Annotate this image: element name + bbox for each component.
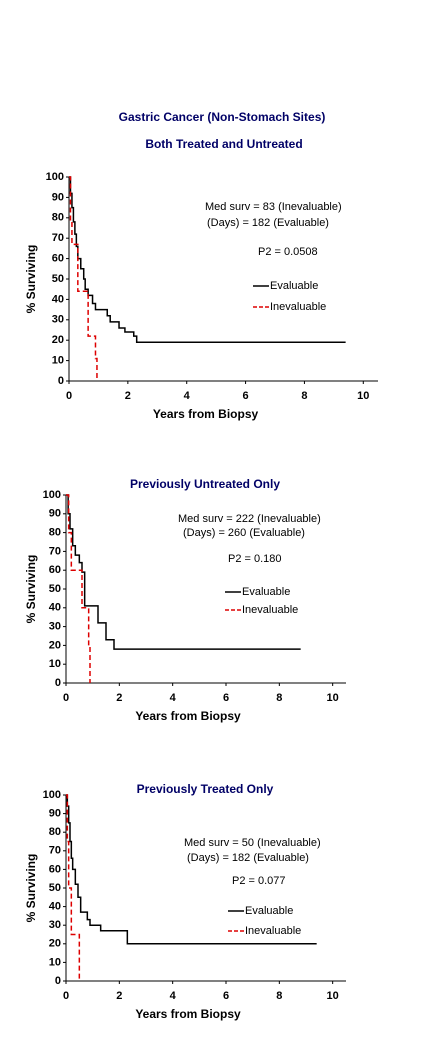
- annotation: (Days) = 182 (Evaluable): [207, 217, 329, 229]
- y-tick-label: 50: [49, 583, 61, 595]
- y-axis-label: % Surviving: [24, 245, 38, 314]
- y-tick-label: 80: [49, 527, 61, 539]
- x-tick-label: 2: [125, 390, 131, 402]
- annotation: P2 = 0.077: [232, 875, 286, 887]
- legend-label: Evaluable: [270, 280, 318, 292]
- y-tick-label: 60: [49, 863, 61, 875]
- y-tick-label: 100: [43, 489, 61, 501]
- y-tick-label: 80: [52, 212, 64, 224]
- y-axis-label: % Surviving: [24, 555, 38, 624]
- y-tick-label: 30: [49, 621, 61, 633]
- x-tick-label: 10: [327, 692, 339, 704]
- annotation: (Days) = 182 (Evaluable): [187, 852, 309, 864]
- y-tick-label: 90: [49, 508, 61, 520]
- y-tick-label: 90: [49, 808, 61, 820]
- annotation: (Days) = 260 (Evaluable): [183, 527, 305, 539]
- x-tick-label: 6: [223, 692, 229, 704]
- x-tick-label: 8: [276, 990, 282, 1002]
- x-tick-label: 0: [66, 390, 72, 402]
- survival-curve: [66, 494, 301, 650]
- x-tick-label: 4: [170, 692, 177, 704]
- y-tick-label: 70: [52, 232, 64, 244]
- annotation: P2 = 0.180: [228, 553, 282, 565]
- legend-label: Inevaluable: [245, 925, 301, 937]
- y-tick-label: 20: [49, 639, 61, 651]
- chart-title: Previously Treated Only: [137, 782, 274, 796]
- x-tick-label: 2: [116, 990, 122, 1002]
- legend-label: Inevaluable: [270, 301, 326, 313]
- annotation: Med surv = 83 (Inevaluable): [205, 201, 342, 213]
- y-tick-label: 40: [49, 602, 61, 614]
- y-tick-label: 0: [55, 975, 61, 987]
- x-tick-label: 8: [276, 692, 282, 704]
- y-tick-label: 100: [43, 789, 61, 801]
- annotation: Med surv = 50 (Inevaluable): [184, 837, 321, 849]
- x-tick-label: 0: [63, 692, 69, 704]
- y-tick-label: 0: [58, 375, 64, 387]
- x-tick-label: 8: [301, 390, 307, 402]
- y-tick-label: 100: [46, 171, 64, 183]
- survival-curve: [69, 176, 346, 343]
- x-axis-label: Years from Biopsy: [135, 1007, 241, 1021]
- y-tick-label: 20: [52, 334, 64, 346]
- annotation: Med surv = 222 (Inevaluable): [178, 513, 321, 525]
- y-tick-label: 60: [52, 253, 64, 265]
- x-tick-label: 2: [116, 692, 122, 704]
- y-tick-label: 20: [49, 938, 61, 950]
- y-tick-label: 10: [52, 355, 64, 367]
- y-tick-label: 70: [49, 545, 61, 557]
- survival-curve: [69, 176, 98, 381]
- survival-curve: [66, 794, 81, 981]
- legend-label: Evaluable: [242, 586, 290, 598]
- y-tick-label: 90: [52, 191, 64, 203]
- y-tick-label: 30: [52, 314, 64, 326]
- annotation: P2 = 0.0508: [258, 246, 318, 258]
- x-axis-label: Years from Biopsy: [153, 407, 259, 421]
- legend-label: Inevaluable: [242, 604, 298, 616]
- x-tick-label: 6: [243, 390, 249, 402]
- page-title: Gastric Cancer (Non-Stomach Sites): [119, 110, 326, 124]
- legend-label: Evaluable: [245, 905, 293, 917]
- x-tick-label: 0: [63, 990, 69, 1002]
- y-tick-label: 50: [52, 273, 64, 285]
- y-tick-label: 10: [49, 956, 61, 968]
- y-tick-label: 30: [49, 919, 61, 931]
- y-tick-label: 40: [49, 901, 61, 913]
- y-tick-label: 40: [52, 293, 64, 305]
- chart-title: Previously Untreated Only: [130, 477, 280, 491]
- y-tick-label: 0: [55, 677, 61, 689]
- x-tick-label: 6: [223, 990, 229, 1002]
- y-tick-label: 60: [49, 564, 61, 576]
- survival-curve: [66, 494, 91, 683]
- y-axis-label: % Surviving: [24, 854, 38, 923]
- y-tick-label: 10: [49, 658, 61, 670]
- x-tick-label: 4: [170, 990, 177, 1002]
- y-tick-label: 70: [49, 845, 61, 857]
- survival-curve: [66, 794, 317, 945]
- x-tick-label: 10: [357, 390, 369, 402]
- x-axis-label: Years from Biopsy: [135, 709, 241, 723]
- x-tick-label: 10: [327, 990, 339, 1002]
- chart-title: Both Treated and Untreated: [145, 137, 302, 151]
- y-tick-label: 80: [49, 826, 61, 838]
- x-tick-label: 4: [184, 390, 191, 402]
- y-tick-label: 50: [49, 882, 61, 894]
